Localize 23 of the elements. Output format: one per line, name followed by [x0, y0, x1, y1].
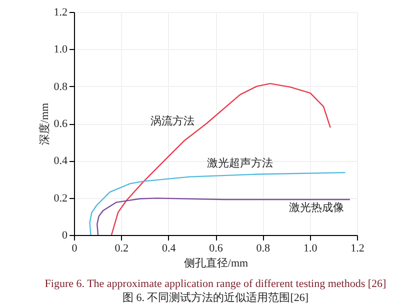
y-tick-label: 0.8 — [54, 80, 68, 93]
x-tick-label: 0.8 — [256, 242, 271, 254]
text: Figure 6. The approximate application range of different testing methods [26] — [44, 278, 386, 290]
y-tick-label: 0.2 — [54, 192, 68, 204]
line-series — [96, 198, 351, 235]
text: 图 6. 不同测试方法的近似适用范围[26] — [122, 291, 309, 304]
x-axis-title: 侧孔直径/mm — [184, 256, 249, 270]
y-axis-title: 深度/mm — [38, 102, 51, 146]
y-tick-label: 0.4 — [54, 155, 68, 168]
x-tick-label: 0.2 — [114, 242, 129, 254]
x-tick-label: 0.6 — [209, 242, 224, 254]
series-label: 涡流方法 — [150, 114, 194, 128]
x-tick-label: 1.0 — [303, 242, 318, 254]
series-label: 激光热成像 — [289, 201, 344, 214]
y-tick-label: 0 — [62, 230, 68, 242]
series-label: 激光超声方法 — [207, 156, 274, 170]
line-series — [89, 172, 346, 235]
x-tick-label: 0.4 — [162, 242, 176, 254]
y-tick-label: 0.6 — [54, 118, 68, 130]
x-tick-label: 1.2 — [350, 242, 364, 254]
x-tick-label: 0 — [72, 242, 78, 254]
y-tick-label: 1.0 — [54, 44, 68, 56]
y-tick-label: 1.2 — [54, 6, 68, 18]
